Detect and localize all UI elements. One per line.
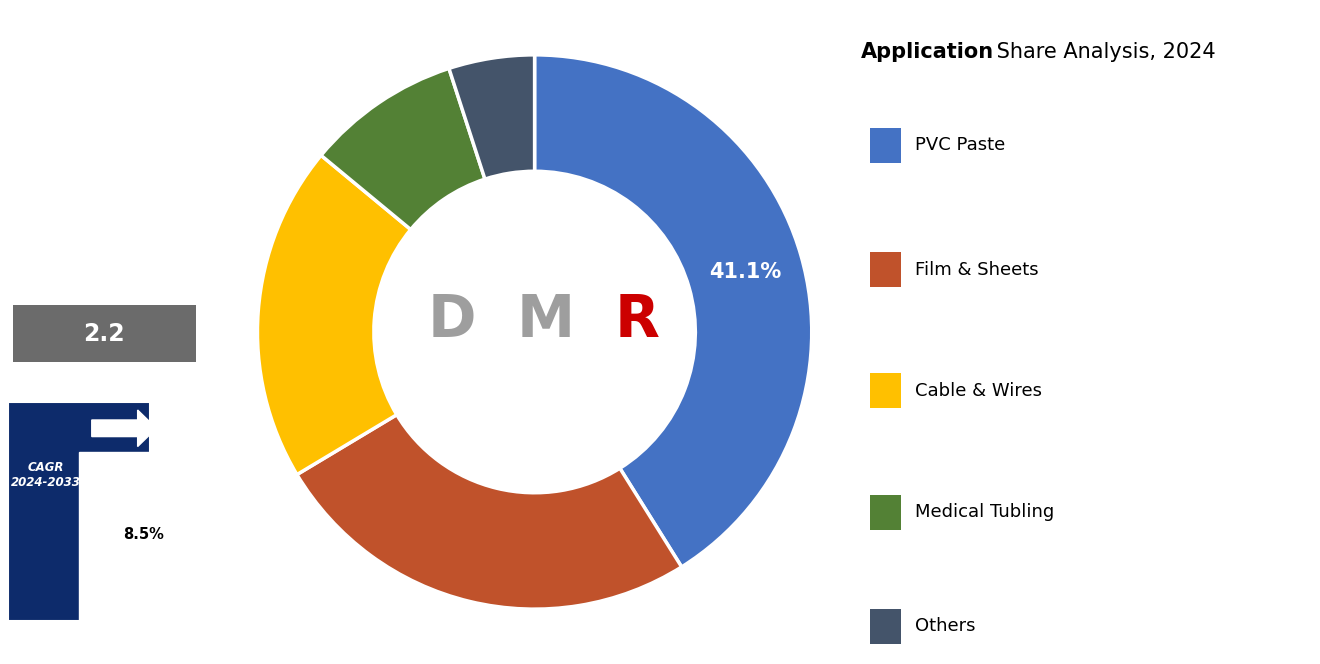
Text: Dimension
Market
Research: Dimension Market Research <box>46 69 162 137</box>
Text: D: D <box>428 292 475 349</box>
Text: 41.1%: 41.1% <box>709 262 781 282</box>
Wedge shape <box>297 415 681 609</box>
Wedge shape <box>257 155 411 475</box>
Text: PVC Paste: PVC Paste <box>915 136 1005 154</box>
Wedge shape <box>535 55 812 567</box>
Text: Share Analysis, 2024: Share Analysis, 2024 <box>990 42 1216 62</box>
FancyBboxPatch shape <box>870 373 900 408</box>
Circle shape <box>376 174 693 490</box>
Text: Film & Sheets: Film & Sheets <box>915 260 1039 278</box>
Text: 2.2: 2.2 <box>83 322 125 346</box>
Text: Medical Tubling: Medical Tubling <box>915 503 1053 521</box>
Wedge shape <box>321 68 484 230</box>
FancyArrow shape <box>92 410 157 446</box>
Text: 8.5%: 8.5% <box>124 527 165 542</box>
FancyBboxPatch shape <box>870 252 900 288</box>
FancyBboxPatch shape <box>870 128 900 163</box>
Text: Others: Others <box>915 618 975 635</box>
Text: Global Dioctyl
Phthalate Market Size
(USD Billion), 2024: Global Dioctyl Phthalate Market Size (US… <box>21 244 187 293</box>
Text: M: M <box>516 292 574 349</box>
FancyBboxPatch shape <box>870 610 900 644</box>
Text: CAGR
2024-2033: CAGR 2024-2033 <box>11 461 81 489</box>
Text: R: R <box>615 292 660 349</box>
Polygon shape <box>79 452 201 624</box>
Polygon shape <box>8 402 150 621</box>
FancyBboxPatch shape <box>870 495 900 530</box>
Text: Cable & Wires: Cable & Wires <box>915 382 1041 400</box>
Text: Application: Application <box>861 42 994 62</box>
Wedge shape <box>449 55 535 179</box>
FancyBboxPatch shape <box>12 305 197 362</box>
